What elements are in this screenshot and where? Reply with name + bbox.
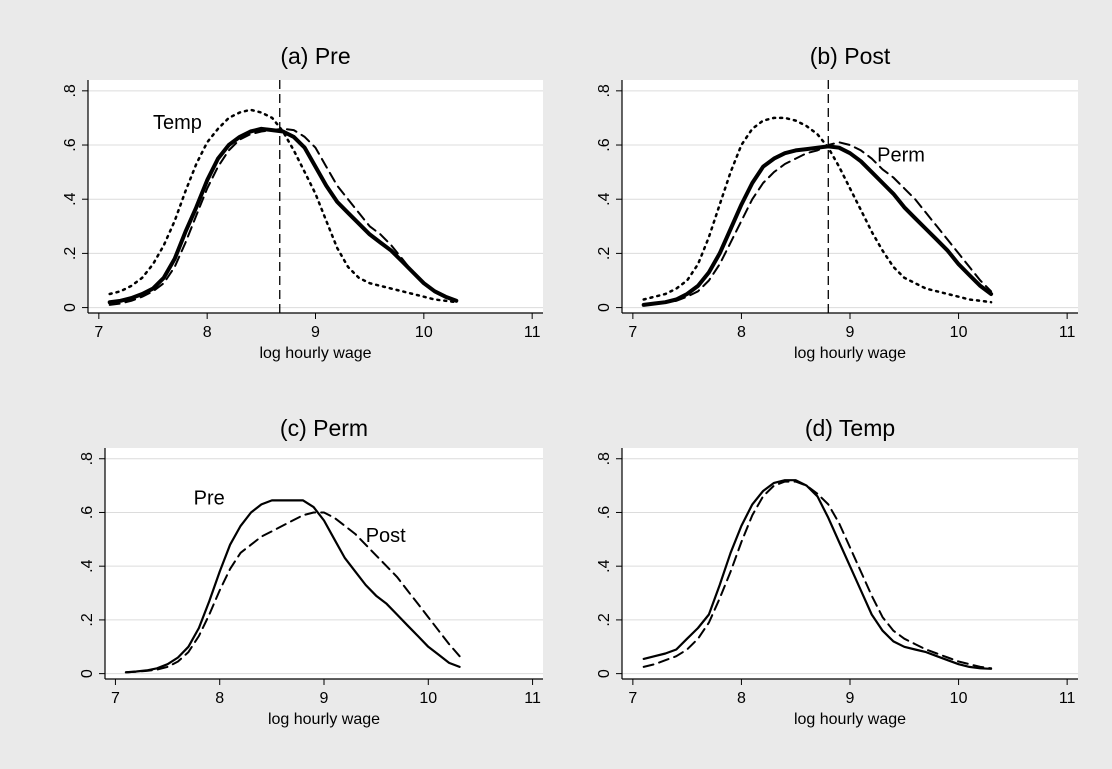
y-tick-label: 0 — [79, 669, 96, 678]
x-tick-label: 10 — [415, 324, 433, 341]
y-tick-label: .2 — [596, 247, 613, 260]
series-line-thick-solid — [641, 144, 994, 307]
series-line-solid — [124, 499, 461, 674]
x-axis-label: log hourly wage — [268, 711, 380, 728]
x-tick-label: 8 — [737, 690, 746, 707]
panel-title: (c) Perm — [280, 415, 368, 441]
y-tick-label: 0 — [596, 669, 613, 678]
x-tick-label: 11 — [524, 690, 541, 707]
x-tick-label: 11 — [524, 324, 541, 341]
y-tick-label: .6 — [596, 138, 613, 151]
plot-area — [622, 80, 1078, 313]
x-tick-label: 8 — [203, 324, 212, 341]
x-tick-label: 7 — [628, 690, 637, 707]
annotation-label: Temp — [153, 112, 202, 134]
x-tick-label: 8 — [737, 324, 746, 341]
x-tick-label: 9 — [846, 324, 855, 341]
panel-title: (a) Pre — [280, 43, 350, 69]
series-line-solid — [642, 479, 993, 670]
panel-c: (c) Perm 0 .2 .4 .6 .8 7 8 9 10 11 log hourly wage P… — [79, 415, 543, 728]
y-tick-label: 0 — [62, 303, 79, 312]
panel-a: (a) Pre 0 .2 .4 .6 .8 7 8 9 10 11 log hourly wage Te… — [62, 43, 543, 362]
series-line-dashed — [108, 127, 458, 306]
series-line-dashed — [642, 141, 993, 306]
y-tick-label: .4 — [596, 192, 613, 205]
x-tick-label: 7 — [111, 690, 120, 707]
y-tick-label: .4 — [79, 559, 96, 572]
x-tick-label: 8 — [215, 690, 224, 707]
panel-b: (b) Post 0 .2 .4 .6 .8 7 8 9 10 11 log hourly wage P… — [596, 43, 1078, 362]
y-tick-label: .2 — [596, 613, 613, 626]
y-tick-label: .8 — [596, 84, 613, 97]
panel-title: (d) Temp — [805, 415, 895, 441]
x-tick-label: 11 — [1059, 324, 1076, 341]
x-tick-label: 9 — [320, 690, 329, 707]
plot-area — [105, 448, 543, 679]
y-tick-label: .8 — [62, 84, 79, 97]
x-tick-label: 9 — [846, 690, 855, 707]
y-tick-label: .8 — [79, 452, 96, 465]
series-line-dotted — [642, 116, 993, 304]
x-axis-label: log hourly wage — [794, 711, 906, 728]
x-tick-label: 11 — [1059, 690, 1076, 707]
x-tick-label: 7 — [628, 324, 637, 341]
series-line-thick-solid — [107, 126, 459, 305]
y-tick-label: .2 — [62, 247, 79, 260]
x-tick-label: 10 — [950, 324, 968, 341]
series-line-dashed — [642, 480, 993, 670]
panel-title: (b) Post — [810, 43, 891, 69]
y-tick-label: .4 — [62, 192, 79, 205]
x-tick-label: 10 — [950, 690, 968, 707]
x-tick-label: 9 — [311, 324, 320, 341]
x-axis-label: log hourly wage — [259, 345, 371, 362]
annotation-label: Post — [366, 525, 406, 547]
y-tick-label: .8 — [596, 452, 613, 465]
series-line-dotted — [108, 108, 458, 304]
x-tick-label: 10 — [419, 690, 437, 707]
x-axis-label: log hourly wage — [794, 345, 906, 362]
y-tick-label: .4 — [596, 559, 613, 572]
y-tick-label: .6 — [596, 506, 613, 519]
annotation-label: Perm — [877, 144, 925, 166]
annotation-label: Pre — [194, 487, 225, 509]
plot-area — [622, 448, 1078, 679]
panel-d: (d) Temp 0 .2 .4 .6 .8 7 8 9 10 11 log hourly wage — [596, 415, 1078, 728]
series-line-dashed — [124, 511, 461, 674]
y-tick-label: .6 — [79, 506, 96, 519]
y-tick-label: .6 — [62, 138, 79, 151]
x-tick-label: 7 — [94, 324, 103, 341]
y-tick-label: 0 — [596, 303, 613, 312]
y-tick-label: .2 — [79, 613, 96, 626]
